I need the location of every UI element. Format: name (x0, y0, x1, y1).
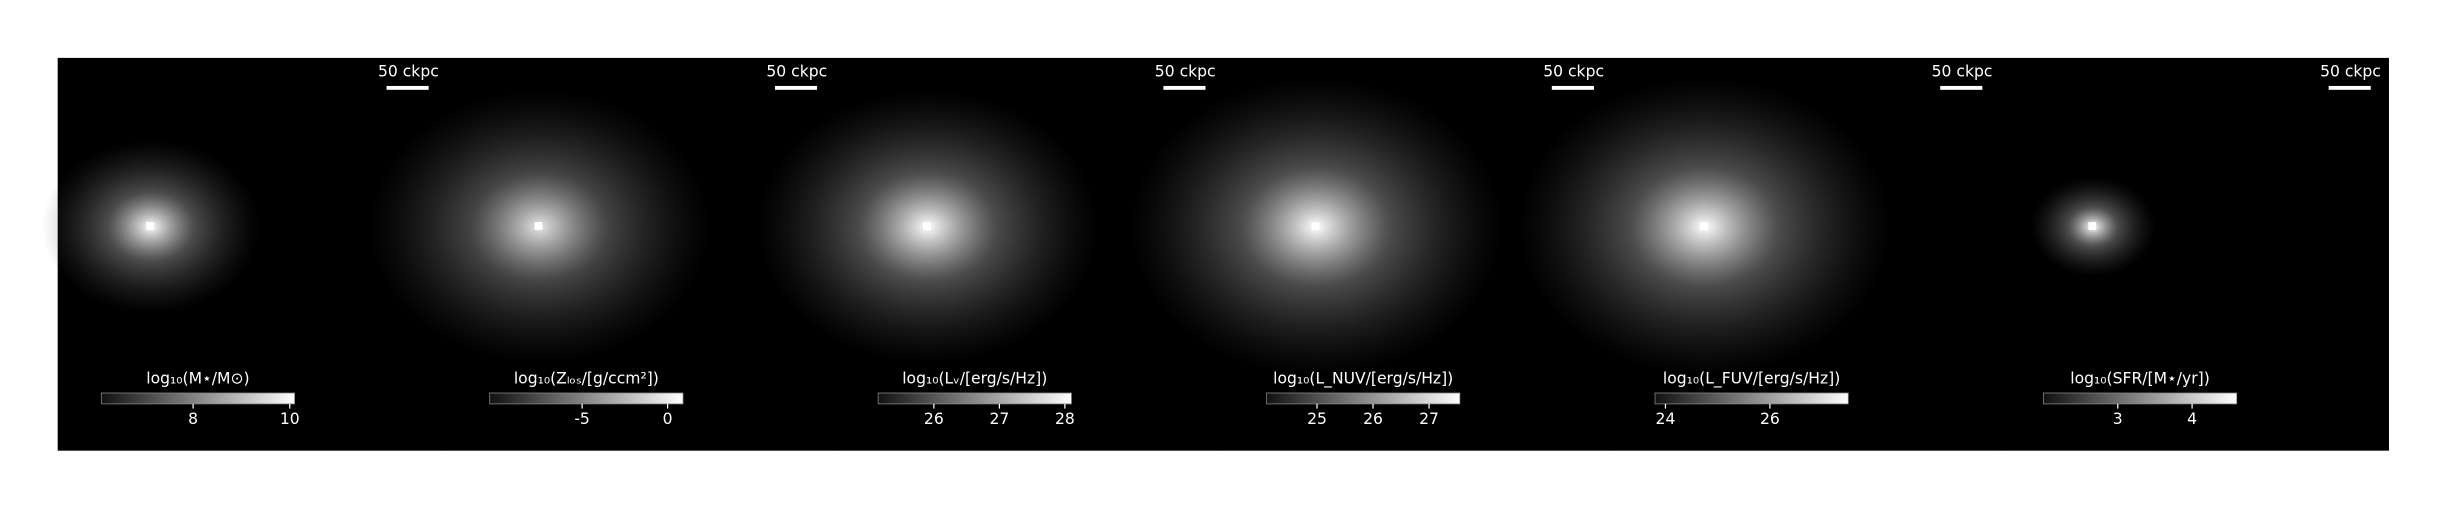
colorbar (1654, 392, 1849, 405)
colorbar-tick-label: 3 (2113, 410, 2123, 428)
colorbar (489, 392, 684, 405)
colorbar-tick-label: 8 (188, 410, 198, 428)
galaxy-core (1311, 222, 1320, 230)
colorbar-tick-label: 27 (1419, 410, 1439, 428)
colorbar-label: log₁₀(L_NUV/[erg/s/Hz]) (1273, 369, 1453, 388)
colorbar-tick-label: -5 (574, 410, 590, 428)
scale-bar-label: 50 ckpc (766, 62, 827, 80)
scale-bar (1551, 85, 1594, 90)
galaxy-core (146, 222, 155, 230)
scale-bar-label: 50 ckpc (378, 62, 439, 80)
colorbar-label: log₁₀(M⋆/M⊙) (146, 369, 249, 387)
colorbar-label: log₁₀(SFR/[M⋆/yr]) (2070, 369, 2210, 387)
colorbar-label: log₁₀(Lᵥ/[erg/s/Hz]) (902, 369, 1047, 387)
scale-bar (774, 85, 818, 90)
scale-bar (1163, 85, 1206, 90)
colorbar-label: log₁₀(Zₗₒₛ/[g/ccm²]) (514, 369, 659, 387)
colorbar-tick-label: 24 (1656, 410, 1676, 428)
galaxy-core (1699, 222, 1708, 230)
colorbar-tick-label: 4 (2187, 410, 2197, 428)
colorbar-tick-label: 26 (924, 410, 944, 428)
colorbar (1266, 392, 1461, 405)
colorbar-tick-label: 28 (1055, 410, 1075, 428)
colorbar-tick-label: 0 (663, 410, 673, 428)
colorbar-tick-label: 10 (280, 410, 300, 428)
colorbar (2043, 392, 2238, 405)
scale-bar-label: 50 ckpc (2320, 62, 2381, 80)
colorbar (877, 392, 1072, 405)
scale-bar (2328, 85, 2371, 90)
colorbar-label: log₁₀(L_FUV/[erg/s/Hz]) (1663, 369, 1840, 388)
galaxy-core (923, 222, 931, 230)
scale-bar-label: 50 ckpc (1155, 62, 1216, 80)
colorbar (100, 392, 295, 405)
colorbar-tick-label: 27 (989, 410, 1009, 428)
galaxy-core (534, 222, 543, 230)
galaxy-core (2088, 222, 2097, 230)
scale-bar-label: 50 ckpc (1932, 62, 1993, 80)
scale-bar (1940, 85, 1983, 90)
colorbar-tick-label: 26 (1363, 410, 1383, 428)
colorbar-tick-label: 26 (1760, 410, 1780, 428)
scale-bar (386, 85, 429, 90)
scale-bar-label: 50 ckpc (1543, 62, 1604, 80)
colorbar-tick-label: 25 (1307, 410, 1327, 428)
